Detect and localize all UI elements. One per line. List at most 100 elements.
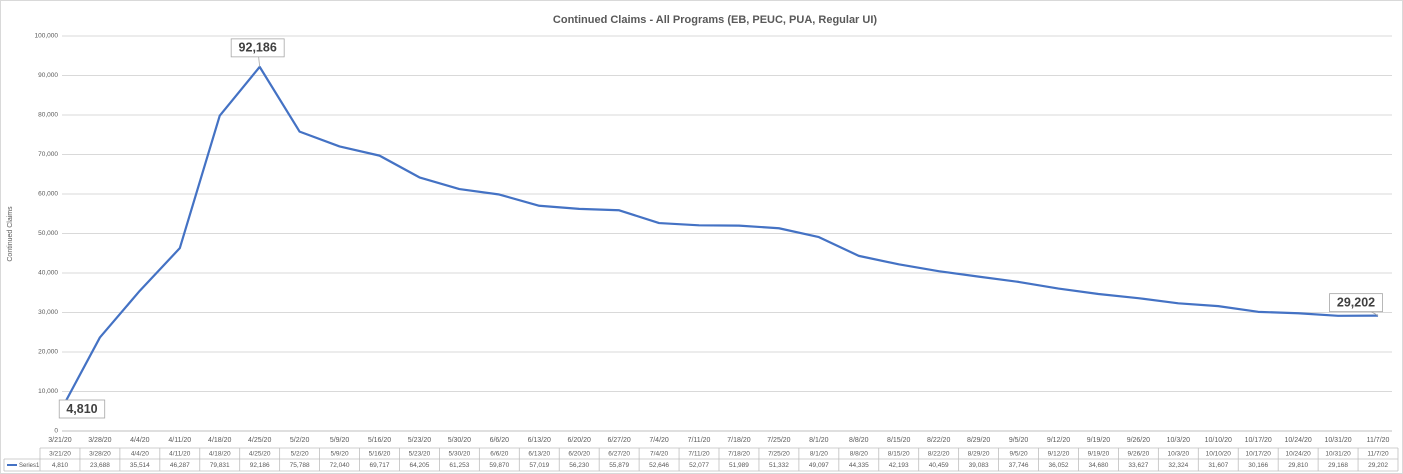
table-header: 5/9/20	[331, 451, 349, 458]
table-value: 57,019	[529, 462, 549, 469]
x-tick-label: 8/1/20	[809, 437, 829, 444]
table-header: 8/8/20	[850, 451, 868, 458]
callout-box	[230, 38, 285, 58]
table-header: 7/25/20	[768, 451, 790, 458]
table-header: 10/10/20	[1206, 451, 1232, 458]
table-value: 75,788	[290, 462, 310, 469]
x-tick-label: 9/19/20	[1087, 437, 1110, 444]
x-tick-label: 6/6/20	[490, 437, 510, 444]
table-value: 23,688	[90, 462, 110, 469]
y-tick-label: 60,000	[38, 191, 58, 198]
x-tick-label: 11/7/20	[1367, 437, 1390, 444]
table-value: 32,324	[1168, 462, 1188, 469]
x-tick-label: 5/30/20	[448, 437, 471, 444]
table-value: 36,052	[1049, 462, 1069, 469]
table-header: 7/11/20	[688, 451, 710, 458]
y-tick-label: 90,000	[38, 72, 58, 79]
callout-box	[58, 399, 106, 419]
y-tick-label: 20,000	[38, 349, 58, 356]
table-header: 4/18/20	[209, 451, 231, 458]
y-tick-label: 80,000	[38, 112, 58, 119]
table-value: 72,040	[330, 462, 350, 469]
table-header: 4/11/20	[169, 451, 191, 458]
data-label: 92,186	[239, 41, 277, 55]
x-tick-label: 9/12/20	[1047, 437, 1070, 444]
x-tick-label: 7/18/20	[727, 437, 750, 444]
table-value: 44,335	[849, 462, 869, 469]
x-tick-label: 7/11/20	[688, 437, 711, 444]
table-header: 10/3/20	[1167, 451, 1189, 458]
x-tick-label: 10/3/20	[1167, 437, 1190, 444]
table-header: 5/16/20	[369, 451, 391, 458]
x-tick-label: 5/16/20	[368, 437, 391, 444]
table-header: 4/25/20	[249, 451, 271, 458]
table-value: 55,879	[609, 462, 629, 469]
table-value: 52,077	[689, 462, 709, 469]
x-tick-label: 4/11/20	[168, 437, 191, 444]
table-value: 49,097	[809, 462, 829, 469]
table-value: 46,287	[170, 462, 190, 469]
table-header: 8/15/20	[888, 451, 910, 458]
table-value: 33,627	[1128, 462, 1148, 469]
table-header: 5/30/20	[449, 451, 471, 458]
table-header: 8/29/20	[968, 451, 990, 458]
table-header: 6/6/20	[490, 451, 508, 458]
data-label: 29,202	[1337, 295, 1375, 309]
table-value: 51,332	[769, 462, 789, 469]
table-header: 9/26/20	[1128, 451, 1150, 458]
table-header: 8/22/20	[928, 451, 950, 458]
y-tick-label: 10,000	[38, 388, 58, 395]
x-tick-label: 5/23/20	[408, 437, 431, 444]
table-value: 61,253	[449, 462, 469, 469]
table-value: 39,083	[969, 462, 989, 469]
table-header: 10/24/20	[1285, 451, 1311, 458]
legend-label: Series1	[19, 463, 40, 469]
table-value: 29,810	[1288, 462, 1308, 469]
table-header: 3/21/20	[49, 451, 71, 458]
x-tick-label: 5/2/20	[290, 437, 310, 444]
callout-box	[1329, 293, 1383, 313]
chart-title: Continued Claims - All Programs (EB, PEU…	[553, 14, 877, 26]
table-value: 51,989	[729, 462, 749, 469]
y-tick-label: 30,000	[38, 309, 58, 316]
x-tick-label: 6/20/20	[568, 437, 591, 444]
table-value: 29,202	[1368, 462, 1388, 469]
table-header: 7/4/20	[650, 451, 668, 458]
x-tick-label: 6/27/20	[607, 437, 630, 444]
table-header: 6/13/20	[528, 451, 550, 458]
x-tick-label: 8/22/20	[927, 437, 950, 444]
data-label: 4,810	[66, 402, 97, 416]
table-value: 42,193	[889, 462, 909, 469]
table-value: 52,646	[649, 462, 669, 469]
y-tick-label: 0	[54, 428, 58, 435]
table-value: 30,166	[1248, 462, 1268, 469]
x-tick-label: 10/24/20	[1285, 437, 1312, 444]
x-tick-label: 8/29/20	[967, 437, 990, 444]
table-header: 11/7/20	[1367, 451, 1389, 458]
x-tick-label: 4/25/20	[248, 437, 271, 444]
table-header: 7/18/20	[728, 451, 750, 458]
x-tick-label: 8/15/20	[887, 437, 910, 444]
table-header: 8/1/20	[810, 451, 828, 458]
table-value: 92,186	[250, 462, 270, 469]
table-value: 56,230	[569, 462, 589, 469]
table-value: 79,831	[210, 462, 230, 469]
x-tick-label: 8/8/20	[849, 437, 869, 444]
x-tick-label: 10/17/20	[1245, 437, 1272, 444]
y-tick-label: 100,000	[35, 33, 59, 40]
x-tick-label: 7/4/20	[649, 437, 669, 444]
x-tick-label: 3/21/20	[48, 437, 71, 444]
table-header: 6/27/20	[608, 451, 630, 458]
x-tick-label: 5/9/20	[330, 437, 350, 444]
table-value: 59,870	[489, 462, 509, 469]
x-tick-label: 7/25/20	[767, 437, 790, 444]
y-tick-label: 50,000	[38, 230, 58, 237]
table-header: 9/12/20	[1048, 451, 1070, 458]
table-value: 35,514	[130, 462, 150, 469]
table-header: 5/2/20	[291, 451, 309, 458]
table-header: 9/19/20	[1088, 451, 1110, 458]
table-header: 10/17/20	[1246, 451, 1272, 458]
y-axis-title: Continued Claims	[7, 206, 14, 262]
table-value: 64,205	[409, 462, 429, 469]
